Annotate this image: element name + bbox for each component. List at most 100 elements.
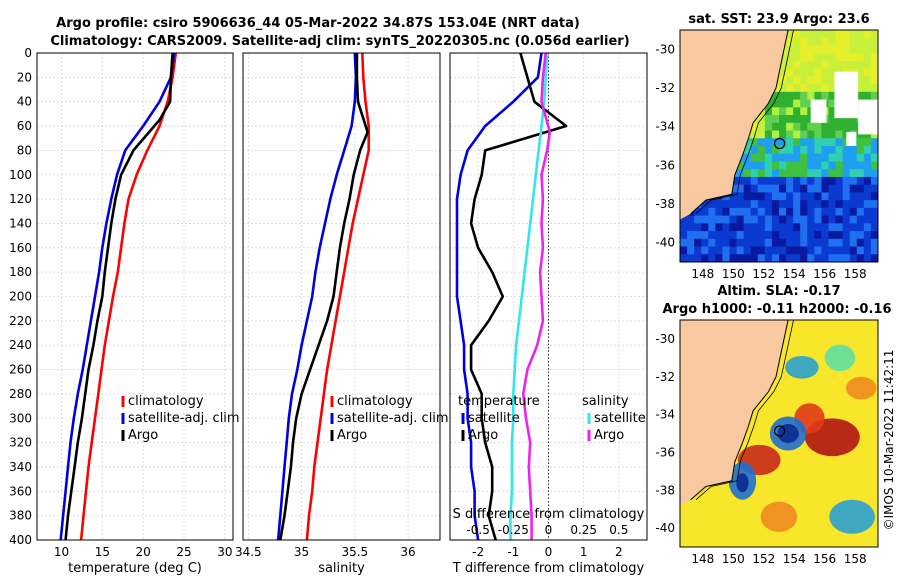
sst-cell (757, 200, 766, 209)
series-line-s-satellite (509, 52, 549, 540)
sst-cell (715, 223, 723, 232)
sst-cell (814, 176, 822, 186)
sst-cell (743, 169, 752, 178)
panel-0: 10 15 20 25 30020406080100120140160180200220… (9, 46, 240, 576)
x-tick-label: 34.5 (235, 545, 262, 559)
y-tick-label: 360 (9, 484, 32, 498)
sst-cell (807, 122, 815, 132)
sst-cell (750, 184, 759, 193)
sst-cell (779, 215, 787, 224)
sst-cell (870, 153, 878, 162)
sst-cell (800, 138, 808, 147)
sst-cell (771, 138, 780, 147)
sst-cell (842, 207, 851, 217)
sst-cell (793, 153, 801, 162)
sst-cell (842, 169, 851, 178)
sst-cell (757, 238, 766, 248)
sst-cell (786, 184, 794, 193)
sst-cell (729, 254, 738, 262)
sst-cell (821, 130, 829, 139)
sst-cell (771, 115, 780, 124)
sst-cell (807, 37, 815, 46)
sst-cell (701, 254, 709, 262)
series-line-s-argo (521, 52, 552, 540)
sst-cell (842, 231, 851, 240)
sst-cell (786, 99, 794, 108)
sst-cell (849, 238, 858, 248)
sst-cell (835, 169, 844, 178)
sst-cell (828, 169, 837, 178)
sst-cell (793, 122, 801, 132)
series-line-satellite-adj-clim (59, 52, 176, 541)
sst-cell (715, 207, 723, 217)
sst-cell (842, 53, 851, 62)
x-tick-label: -2 (472, 545, 484, 559)
sst-cell (786, 246, 794, 255)
sst-cell (793, 184, 801, 193)
x-tick-label: 20 (136, 545, 151, 559)
sst-cell (842, 30, 851, 39)
argo-position-marker (774, 425, 786, 437)
sst-cell (779, 207, 787, 217)
sst-cell (856, 176, 865, 186)
sst-cell (814, 37, 822, 46)
sst-cell (750, 161, 759, 170)
sst-cell (849, 254, 858, 262)
sst-cell (722, 223, 730, 232)
imos-credit: ©IMOS 10-Mar-2022 11:42:11 (882, 350, 896, 531)
sst-cell (800, 246, 808, 255)
y-tick-label: 240 (9, 338, 32, 352)
sst-cell (856, 254, 865, 262)
sst-cell (786, 76, 794, 85)
sst-cell (863, 91, 872, 101)
map-x-tick-label: 156 (813, 267, 836, 281)
sst-cell (863, 169, 872, 178)
sst-cell (750, 138, 759, 147)
sst-cell (821, 176, 829, 186)
sst-cell (870, 146, 878, 155)
sst-cell (708, 246, 716, 255)
sst-cell (870, 231, 878, 240)
sst-cell (835, 238, 844, 248)
sst-cell (750, 223, 759, 232)
sst-cell (870, 76, 878, 85)
sst-cell (870, 223, 878, 232)
sst-cell (870, 184, 878, 193)
sst-cell (814, 238, 822, 248)
sst-cell (849, 169, 858, 178)
sst-cell (779, 223, 787, 232)
sst-cell (771, 200, 780, 209)
sst-cell (729, 238, 738, 248)
map-y-tick-label: -32 (655, 81, 675, 95)
sst-cell (779, 146, 787, 155)
sst-cell (828, 192, 837, 201)
sst-cell (870, 238, 878, 248)
axes-frame (36, 52, 234, 541)
sst-cell (863, 37, 872, 46)
sst-cell (835, 122, 844, 132)
sst-cell (814, 146, 822, 155)
map-frame (679, 29, 879, 263)
y-tick-label: 100 (9, 168, 32, 182)
sst-cell (793, 45, 801, 54)
y-tick-label: 40 (17, 95, 32, 109)
sst-cell (800, 238, 808, 248)
sst-cell (793, 200, 801, 209)
map-y-tick-label: -38 (655, 197, 675, 211)
sst-cell (779, 161, 787, 170)
x-tick-label: -1 (507, 545, 519, 559)
sst-cell (729, 207, 738, 217)
sst-cell (715, 254, 723, 262)
sst-cell (779, 99, 787, 108)
sst-cell (856, 91, 865, 101)
sst-cell (849, 122, 858, 132)
sst-cell (771, 246, 780, 255)
sst-cell (828, 91, 837, 101)
sst-cell (729, 200, 738, 209)
sst-cell (779, 169, 787, 178)
sst-cell (786, 130, 794, 139)
legend-label: satellite-adj. clim (128, 411, 240, 426)
map-y-tick-label: -36 (655, 445, 675, 459)
sst-cell (821, 184, 829, 193)
legend-label: Argo (128, 428, 158, 443)
